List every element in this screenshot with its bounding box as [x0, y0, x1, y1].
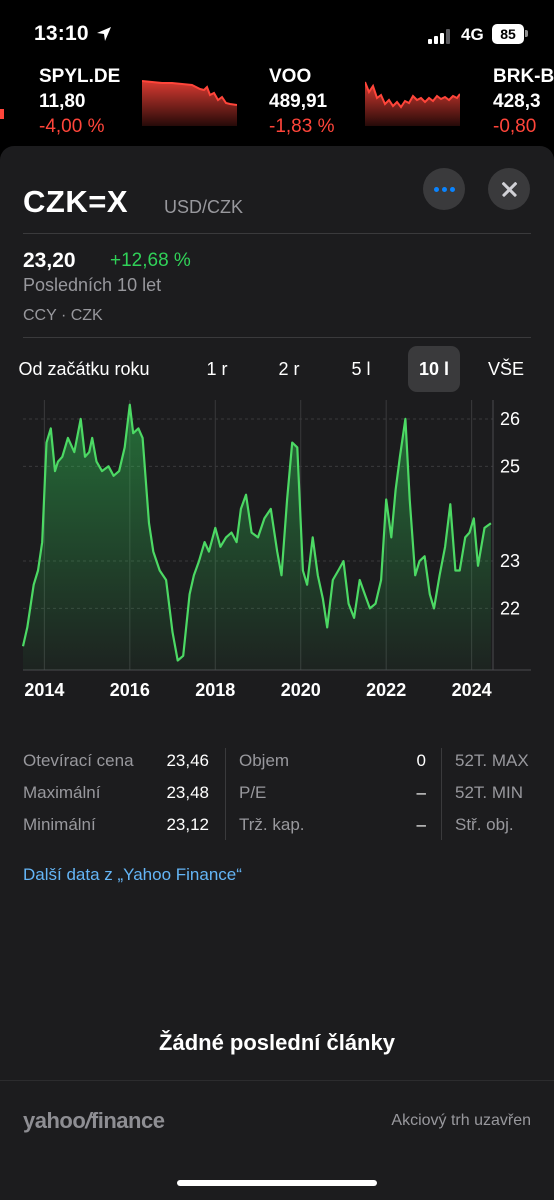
- ticker-symbol: VOO: [269, 66, 312, 87]
- ticker-partial-change: [0, 109, 4, 119]
- symbol-pair: USD/CZK: [164, 197, 244, 217]
- stat-label-avg-volume: Stř. obj.: [455, 815, 514, 834]
- market-status: Akciový trh uzavřen: [391, 1112, 531, 1129]
- info-divider: [23, 337, 531, 338]
- range-tab-all[interactable]: VŠE: [487, 359, 525, 379]
- stat-value-low: 23,12: [166, 815, 209, 834]
- stat-label-volume: Objem: [239, 751, 290, 770]
- stat-value-mktcap: –: [416, 815, 426, 834]
- ticker-strip[interactable]: SPYL.DE 11,80 -4,00 % VOO 489,91 -1,83 %…: [0, 62, 554, 142]
- stat-label-mktcap: Trž. kap.: [239, 815, 305, 834]
- stat-value-open: 23,46: [166, 751, 209, 770]
- yahoo-finance-logo[interactable]: yahoo/finance: [23, 1108, 165, 1134]
- ticker-symbol: SPYL.DE: [39, 66, 121, 87]
- stock-detail-sheet: CZK=X USD/CZK 23,20 +12,68 % Posledních …: [0, 146, 554, 1200]
- change-percent: +12,68 %: [110, 250, 191, 271]
- x-tick-label: 2022: [366, 680, 406, 700]
- status-bar: 13:10 4G 85: [0, 0, 554, 60]
- ticker-voo[interactable]: VOO 489,91 -1,83 %: [269, 62, 479, 142]
- period-label: Posledních 10 let: [23, 275, 162, 295]
- stat-value-volume: 0: [416, 751, 426, 770]
- stat-label-low: Minimální: [23, 815, 96, 834]
- x-tick-label: 2024: [452, 680, 492, 700]
- more-data-link[interactable]: Další data z „Yahoo Finance“: [23, 865, 242, 884]
- stats-separator: [225, 748, 226, 840]
- ticker-brk-b[interactable]: BRK-B 428,3 -0,80: [493, 62, 554, 142]
- stats-separator: [441, 748, 442, 840]
- range-tab-ytd[interactable]: Od začátku roku: [18, 359, 150, 379]
- range-tab-1y[interactable]: 1 r: [206, 359, 228, 379]
- battery-icon: 85: [492, 24, 524, 44]
- home-indicator[interactable]: [177, 1180, 377, 1186]
- chart-series-line: [21, 403, 492, 662]
- logo-text-finance: finance: [90, 1108, 165, 1133]
- battery-nub: [525, 30, 528, 37]
- range-tab-5y[interactable]: 5 l: [351, 359, 371, 379]
- ticker-price: 489,91: [269, 91, 328, 112]
- ticker-price: 428,3: [493, 91, 541, 112]
- ticker-sparkline: [365, 81, 460, 126]
- logo-text-slash: /: [85, 1108, 91, 1133]
- exchange-label: CCY · CZK: [23, 307, 103, 324]
- location-arrow-icon: [97, 27, 111, 41]
- y-tick-label: 23: [500, 551, 520, 571]
- ticker-change: -0,80: [493, 116, 537, 137]
- signal-icon: [428, 28, 454, 44]
- stat-value-pe: –: [416, 783, 426, 802]
- ticker-change: -4,00 %: [39, 116, 105, 137]
- status-time: 13:10: [34, 22, 89, 45]
- footer-divider: [0, 1080, 554, 1081]
- stat-label-open: Otevírací cena: [23, 751, 134, 770]
- x-tick-label: 2018: [195, 680, 235, 700]
- stat-label-high: Maximální: [23, 783, 101, 802]
- stat-value-high: 23,48: [166, 783, 209, 802]
- ticker-change: -1,83 %: [269, 116, 335, 137]
- stat-label-52w-min: 52T. MIN: [455, 783, 524, 802]
- y-tick-label: 22: [500, 598, 520, 618]
- ticker-sparkline: [142, 80, 237, 126]
- x-tick-label: 2014: [24, 680, 64, 700]
- symbol-title: CZK=X: [23, 184, 128, 219]
- network-label: 4G: [461, 25, 484, 44]
- x-tick-label: 2020: [281, 680, 321, 700]
- y-tick-label: 26: [500, 409, 520, 429]
- range-tab-10y[interactable]: 10 l: [408, 346, 460, 392]
- current-price: 23,20: [23, 249, 76, 272]
- stat-label-52w-max: 52T. MAX: [455, 751, 529, 770]
- logo-text-yahoo: yahoo: [23, 1108, 86, 1133]
- no-articles-label: Žádné poslední články: [159, 1030, 395, 1055]
- ticker-price: 11,80: [39, 91, 86, 112]
- y-tick-label: 25: [500, 456, 520, 476]
- header-divider: [23, 233, 531, 234]
- price-chart[interactable]: 2014 2016 2018 2020 2022 2024 26 25 23 22: [0, 394, 554, 704]
- more-button[interactable]: [423, 168, 465, 210]
- stat-label-pe: P/E: [239, 783, 267, 802]
- x-tick-label: 2016: [110, 680, 150, 700]
- close-button[interactable]: [488, 168, 530, 210]
- ticker-spyl[interactable]: SPYL.DE 11,80 -4,00 %: [39, 62, 249, 142]
- range-tab-2y[interactable]: 2 r: [278, 359, 300, 379]
- ticker-symbol: BRK-B: [493, 66, 554, 87]
